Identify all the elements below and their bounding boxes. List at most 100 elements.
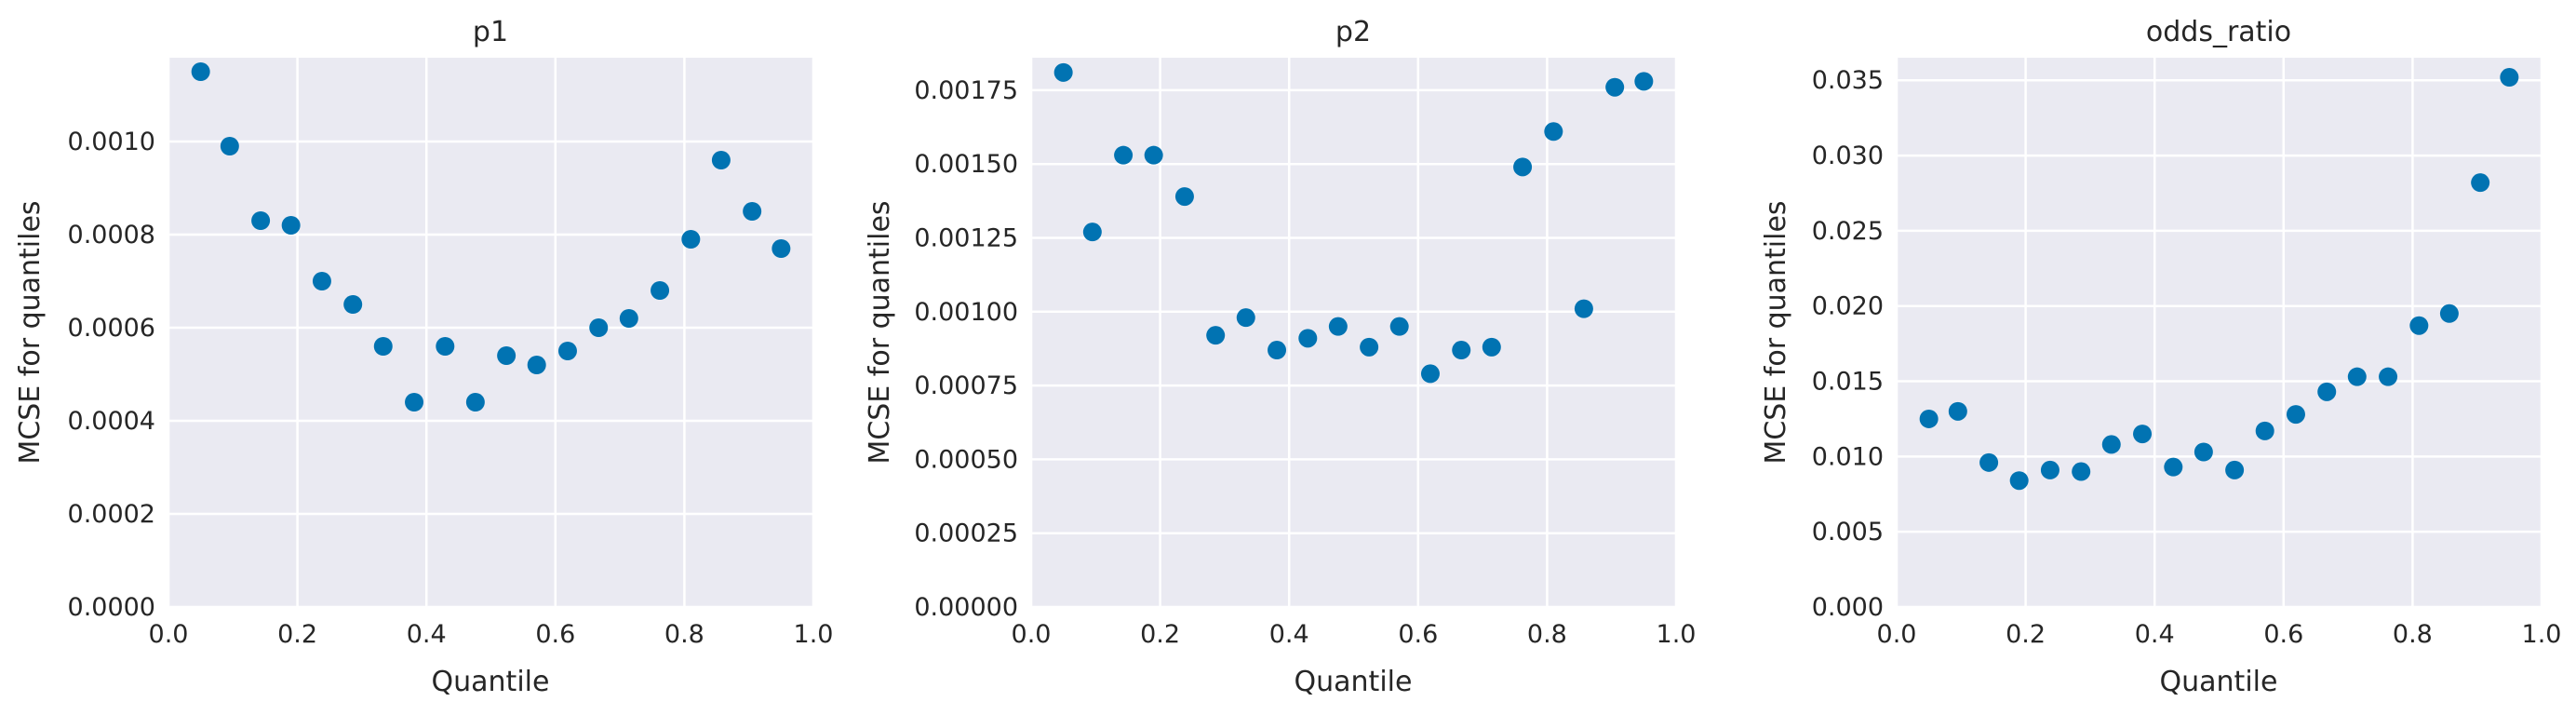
data-point	[1948, 401, 1967, 421]
data-point	[1082, 223, 1102, 242]
data-point	[465, 393, 485, 411]
data-point	[1574, 299, 1593, 318]
plot-area	[1897, 58, 2542, 607]
x-tick-labels: 0.0 0.2 0.4 0.6 0.8 1.0	[149, 620, 834, 649]
x-tick-label: 0.4	[1269, 620, 1309, 649]
x-tick-label: 0.8	[664, 620, 704, 649]
data-point	[2379, 367, 2398, 386]
x-tick-label: 1.0	[794, 620, 834, 649]
y-tick-label: 0.00025	[914, 519, 1018, 548]
chart-title: p1	[473, 16, 508, 48]
y-tick-label: 0.00150	[914, 150, 1018, 179]
data-point	[2500, 68, 2519, 88]
data-point	[1513, 157, 1533, 177]
x-tick-label: 1.0	[2522, 620, 2562, 649]
x-tick-label: 0.6	[1398, 620, 1438, 649]
data-point	[2439, 304, 2459, 323]
data-point	[2225, 460, 2245, 479]
panel-p1: 0.0 0.2 0.4 0.6 0.8 1.0 0.00000.00020.00040.0…	[14, 16, 833, 698]
data-point	[343, 295, 363, 314]
x-tick-label: 0.8	[1527, 620, 1567, 649]
data-point	[2194, 442, 2213, 462]
data-point	[2255, 421, 2274, 440]
y-tick-label: 0.010	[1812, 442, 1884, 471]
data-points	[1919, 68, 2519, 491]
data-point	[681, 230, 701, 249]
data-point	[1420, 364, 1440, 384]
data-point	[1268, 341, 1287, 360]
y-tick-label: 0.0008	[68, 221, 155, 250]
data-point	[220, 137, 239, 155]
y-tick-label: 0.00075	[914, 371, 1018, 400]
y-tick-label: 0.0000	[68, 593, 155, 622]
data-point	[2347, 367, 2367, 386]
y-tick-label: 0.0002	[68, 500, 155, 529]
x-tick-labels: 0.0 0.2 0.4 0.6 0.8 1.0	[1012, 620, 1697, 649]
panel-odds-ratio: 0.0 0.2 0.4 0.6 0.8 1.0 0.0000.0050.0100.0150…	[1760, 16, 2561, 698]
y-tick-label: 0.035	[1812, 66, 1884, 95]
data-point	[1144, 145, 1163, 165]
x-tick-label: 0.6	[535, 620, 575, 649]
y-tick-labels: 0.00000 0.00025 0.00050 0.00075 0.00100 0.001…	[914, 76, 1018, 622]
y-tick-label: 0.00050	[914, 445, 1018, 474]
data-point	[312, 272, 331, 290]
data-point	[557, 342, 577, 360]
gridlines	[1029, 58, 1678, 609]
y-tick-label: 0.030	[1812, 142, 1884, 170]
y-tick-label: 0.015	[1812, 368, 1884, 397]
data-points	[1053, 62, 1654, 384]
data-point	[1298, 329, 1318, 348]
data-point	[1389, 317, 1409, 336]
data-point	[1328, 317, 1348, 336]
data-point	[251, 211, 271, 230]
data-point	[1544, 122, 1563, 142]
data-point	[619, 309, 638, 328]
data-point	[2286, 405, 2305, 425]
data-point	[2072, 462, 2091, 481]
data-point	[1979, 452, 1999, 472]
data-point	[1634, 72, 1654, 91]
y-tick-label: 0.0006	[68, 314, 155, 343]
y-axis-label: MCSE for quantiles	[1760, 200, 1792, 464]
y-axis-label: MCSE for quantiles	[14, 200, 47, 464]
y-tick-label: 0.00175	[914, 76, 1018, 105]
plot-area	[168, 58, 813, 607]
x-tick-label: 0.0	[1877, 620, 1917, 649]
data-points	[191, 62, 791, 411]
data-point	[191, 62, 210, 81]
gridlines	[1895, 58, 2543, 609]
gridlines	[167, 58, 815, 609]
x-axis-label: Quantile	[432, 666, 550, 698]
data-point	[2471, 173, 2490, 193]
data-point	[1053, 62, 1073, 82]
y-tick-label: 0.0010	[68, 128, 155, 156]
data-point	[2101, 435, 2121, 454]
x-axis-label: Quantile	[1295, 666, 1413, 698]
x-tick-label: 0.4	[407, 620, 447, 649]
data-point	[497, 346, 517, 365]
panel-p2: 0.0 0.2 0.4 0.6 0.8 1.0 0.00000 0.00025 0.00050…	[864, 16, 1696, 698]
y-tick-labels: 0.0000 0.0002 0.0004 0.0006 0.0008 0.0010	[68, 128, 155, 622]
x-tick-label: 0.2	[277, 620, 317, 649]
data-point	[2317, 382, 2337, 401]
data-point	[373, 337, 393, 356]
data-point	[651, 281, 670, 300]
y-tick-label: 0.0004	[68, 407, 155, 436]
data-point	[1174, 187, 1194, 207]
data-point	[1360, 337, 1379, 357]
y-tick-label: 0.00000	[914, 593, 1018, 622]
data-point	[2164, 457, 2183, 477]
plot-area	[1031, 58, 1676, 607]
y-tick-label: 0.00125	[914, 223, 1018, 252]
data-point	[1236, 308, 1255, 328]
x-tick-label: 0.0	[1012, 620, 1052, 649]
data-point	[743, 202, 762, 221]
y-tick-label: 0.00100	[914, 298, 1018, 327]
y-tick-label: 0.000	[1812, 593, 1884, 622]
data-point	[589, 318, 609, 337]
y-tick-label: 0.025	[1812, 217, 1884, 246]
data-point	[1605, 77, 1625, 97]
chart-title: odds_ratio	[2146, 16, 2291, 48]
data-point	[1482, 337, 1501, 357]
